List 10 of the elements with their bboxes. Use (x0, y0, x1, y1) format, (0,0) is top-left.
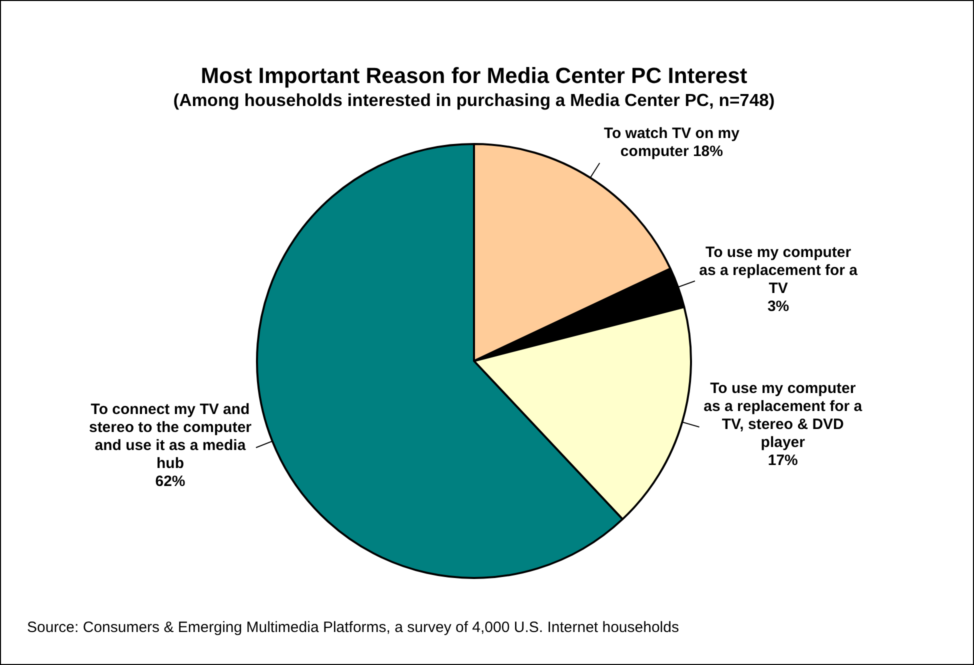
chart-subtitle: (Among households interested in purchasing a Media Center PC, n=748) (172, 90, 776, 111)
slice-label: To use my computer as a replacement for a TV (699, 244, 858, 298)
source-note: Source: Consumers & Emerging Multimedia Platforms, a survey of 4,000 U.S. Internet households (27, 619, 679, 636)
data-label: 62% (155, 473, 186, 490)
slice-label: To use my computer as a replacement for a TV, stereo & DVD player (704, 380, 863, 452)
data-label: 3% (767, 298, 790, 316)
slice-label: To watch TV on my computer 18% (604, 125, 740, 160)
chart-title: Most Important Reason for Media Center PC Interest (200, 63, 748, 89)
slice-label: To connect my TV and stereo to the computer and use it as a media hub (88, 401, 252, 472)
data-label: 17% (768, 452, 798, 470)
